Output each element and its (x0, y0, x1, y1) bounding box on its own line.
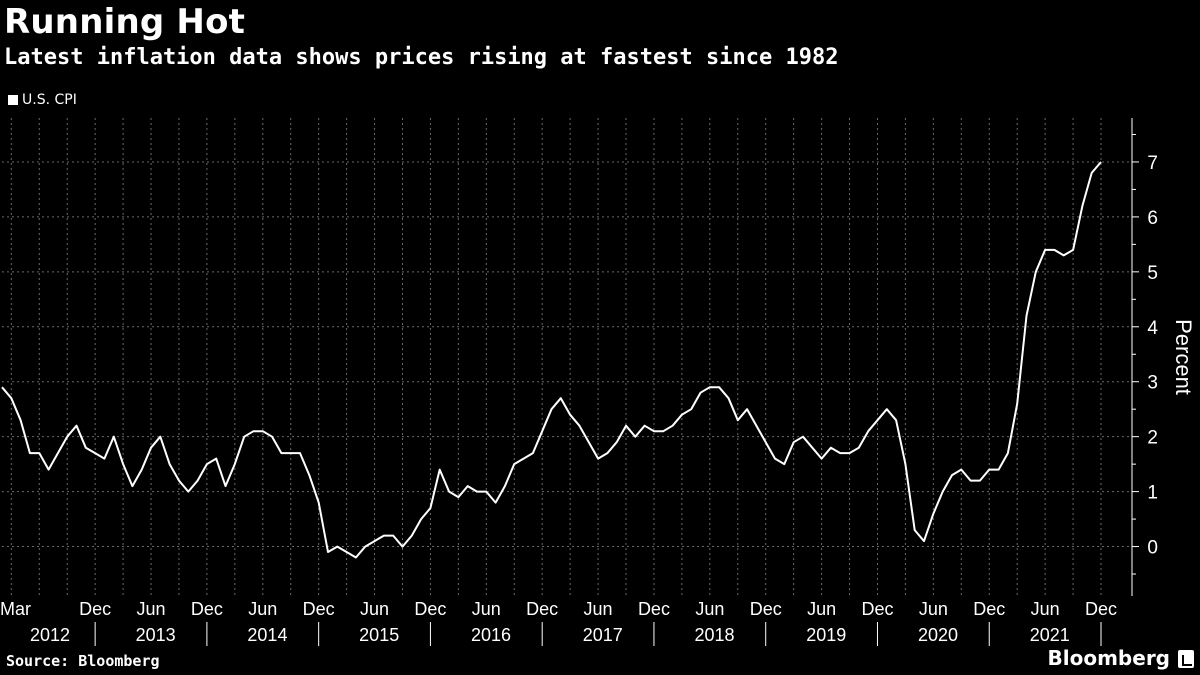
y-tick-label: 2 (1147, 428, 1158, 449)
x-month-label: Dec (303, 599, 335, 619)
x-month-label: Dec (861, 599, 893, 619)
x-month-label: Jun (1031, 599, 1060, 619)
x-year-label: 2015 (359, 625, 399, 645)
source-note: Source: Bloomberg (6, 652, 160, 670)
tick-labels: 0 1 2 3 4 5 6 7 Percent Mar Dec Jun Dec Jun Dec Jun Dec J… (0, 153, 1196, 645)
x-month-label: Jun (360, 599, 389, 619)
x-month-label: Jun (248, 599, 277, 619)
legend: U.S. CPI (8, 92, 77, 108)
x-month-label: Mar (0, 599, 31, 619)
x-year-label: 2021 (1030, 625, 1070, 645)
x-month-label: Dec (79, 599, 111, 619)
series-layer (1, 161, 1102, 559)
y-tick-label: 0 (1147, 538, 1158, 559)
x-year-label: 2017 (583, 625, 623, 645)
y-axis-label: Percent (1171, 319, 1196, 395)
x-month-label: Dec (750, 599, 782, 619)
y-tick-label: 4 (1147, 318, 1158, 339)
y-tick-label: 7 (1147, 153, 1158, 174)
y-tick-label: 5 (1147, 263, 1158, 284)
y-tick-label: 3 (1147, 373, 1158, 394)
cpi-series-line (1, 161, 1102, 559)
brand-logo-text: Bloomberg (1047, 646, 1170, 670)
x-month-label: Dec (1085, 599, 1117, 619)
x-month-label: Dec (414, 599, 446, 619)
x-month-label: Jun (472, 599, 501, 619)
x-month-label: Jun (695, 599, 724, 619)
x-year-label: 2016 (471, 625, 511, 645)
legend-label: U.S. CPI (22, 92, 77, 108)
x-year-label: 2018 (694, 625, 734, 645)
x-year-label: 2020 (918, 625, 958, 645)
x-month-label: Dec (973, 599, 1005, 619)
x-month-label: Jun (584, 599, 613, 619)
x-year-label: 2012 (30, 625, 70, 645)
x-year-label: 2013 (136, 625, 176, 645)
chart-subtitle: Latest inflation data shows prices risin… (4, 45, 839, 70)
x-month-label: Jun (137, 599, 166, 619)
x-month-label: Dec (638, 599, 670, 619)
x-month-label: Dec (191, 599, 223, 619)
x-month-label: Jun (919, 599, 948, 619)
axes (94, 118, 1139, 646)
y-tick-label: 1 (1147, 483, 1158, 504)
x-month-label: Dec (526, 599, 558, 619)
y-tick-label: 6 (1147, 208, 1158, 229)
grid-lines (2, 118, 1132, 596)
x-month-label: Jun (807, 599, 836, 619)
bloomberg-logo-icon (1178, 650, 1194, 668)
x-year-label: 2014 (247, 625, 287, 645)
x-year-label: 2019 (806, 625, 846, 645)
chart-title: Running Hot (4, 2, 246, 42)
legend-swatch (8, 95, 18, 105)
